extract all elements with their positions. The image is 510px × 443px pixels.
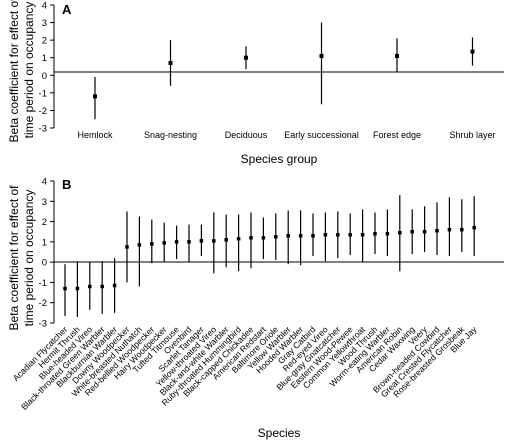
panel-a: A -3 -2 -1 0 1 2 3 4 Hemlock Snag-nesting Deciduo…: [7, 0, 504, 166]
y-tick-label: 1: [42, 53, 47, 64]
y-tick-label: 0: [42, 71, 47, 82]
category-label: Shrub layer: [449, 130, 495, 140]
y-tick-label: 2: [42, 36, 47, 47]
data-point: [435, 228, 439, 233]
data-point: [460, 227, 464, 232]
data-point: [174, 240, 179, 244]
panel-b-y-ticks: -3 -2 -1 0 1 2 3 4: [39, 177, 54, 330]
panel-b-x-axis-title: Species: [258, 426, 301, 440]
y-tick-label: -1: [39, 88, 47, 99]
data-point: [298, 234, 303, 238]
data-point: [447, 227, 452, 232]
y-tick-label: -1: [39, 278, 47, 289]
data-point: [311, 234, 315, 238]
data-point: [168, 60, 173, 65]
data-point: [224, 238, 228, 242]
data-point: [261, 236, 266, 240]
data-point: [88, 284, 92, 289]
y-tick-label: 2: [42, 217, 47, 228]
data-point: [348, 233, 352, 237]
category-label: Deciduous: [225, 130, 268, 140]
data-point: [410, 229, 414, 234]
data-point: [63, 286, 67, 291]
panel-a-marks: [93, 22, 475, 120]
y-tick-label: 0: [42, 258, 47, 269]
category-label: Early successional: [284, 130, 359, 140]
panel-a-x-axis-title: Species group: [241, 152, 318, 166]
panel-b-letter: B: [62, 177, 71, 192]
y-tick-label: -2: [39, 298, 47, 309]
category-label: Snag-nesting: [144, 130, 197, 140]
data-point: [319, 53, 324, 58]
data-point: [125, 245, 129, 249]
data-point: [470, 49, 475, 54]
panel-a-y-axis-title-line1: Beta coefficient for effect of: [7, 0, 21, 142]
category-label: Forest edge: [373, 130, 421, 140]
y-tick-label: -2: [39, 106, 47, 117]
panel-a-category-labels: Hemlock Snag-nesting Deciduous Early succes…: [77, 130, 495, 140]
panel-a-y-axis-title-line2: time period on occupancy: [22, 2, 36, 139]
data-point: [93, 94, 97, 99]
category-label: Hemlock: [77, 130, 113, 140]
data-point: [323, 233, 328, 237]
panel-a-y-ticks: -3 -2 -1 0 1 2 3 4: [39, 1, 54, 135]
data-point: [137, 243, 142, 247]
data-point: [75, 286, 80, 291]
data-point: [199, 239, 204, 243]
data-point: [336, 233, 340, 237]
data-point: [286, 234, 290, 238]
data-point: [162, 241, 166, 245]
data-point: [395, 53, 399, 58]
data-point: [373, 231, 377, 236]
y-tick-label: 4: [42, 177, 47, 188]
data-point: [187, 240, 191, 244]
data-point: [385, 231, 390, 236]
data-point: [244, 55, 248, 60]
data-point: [360, 233, 365, 237]
panel-b-y-axis-title-line2: time period on occupancy: [22, 190, 36, 327]
data-point: [422, 229, 427, 234]
y-tick-label: 1: [42, 237, 47, 248]
data-point: [274, 235, 278, 239]
data-point: [236, 237, 241, 241]
panel-b-marks: [63, 195, 476, 317]
panel-a-letter: A: [62, 2, 72, 17]
data-point: [212, 239, 216, 243]
data-point: [398, 230, 402, 235]
data-point: [472, 225, 476, 230]
data-point: [100, 284, 104, 289]
y-tick-label: -3: [39, 319, 47, 330]
data-point: [150, 242, 154, 246]
y-tick-label: 3: [42, 197, 47, 208]
panel-b-y-axis-title-line1: Beta coefficient for effect of: [7, 185, 21, 331]
data-point: [112, 283, 117, 288]
y-tick-label: 4: [42, 1, 47, 12]
y-tick-label: 3: [42, 18, 47, 29]
data-point: [249, 236, 253, 240]
y-tick-label: -3: [39, 124, 47, 135]
